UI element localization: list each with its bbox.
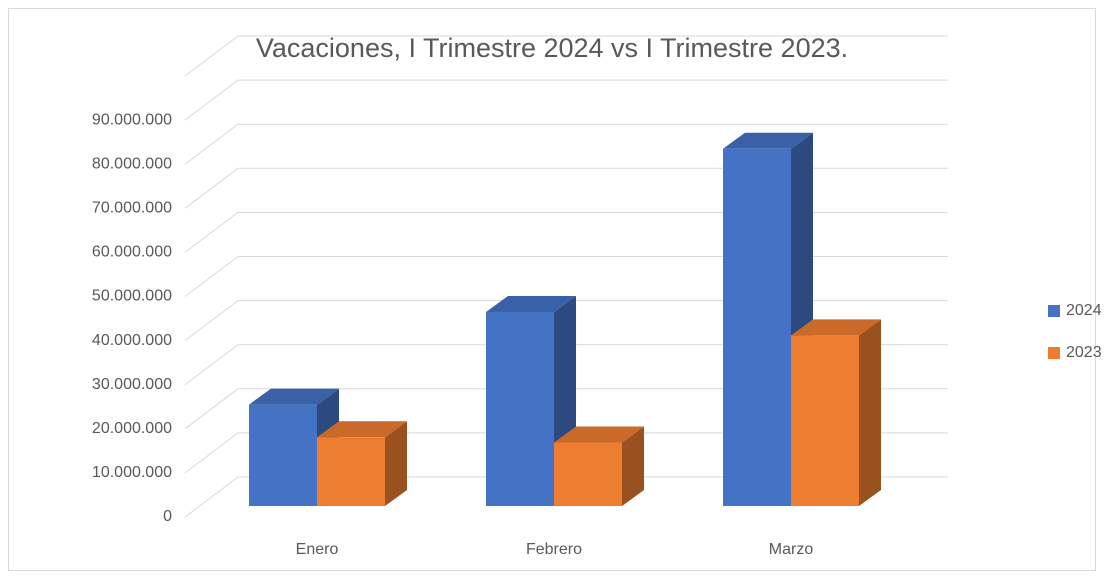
x-tick-label: Febrero (526, 541, 582, 558)
grid-line (184, 344, 948, 386)
legend-swatch (1048, 305, 1060, 317)
y-tick-label: 30.000.000 (92, 376, 172, 393)
bar-front (791, 335, 859, 506)
grid-line (184, 432, 948, 474)
bar-front (723, 148, 791, 507)
grid-line (184, 35, 948, 77)
grid-line (184, 256, 948, 297)
grid-line (184, 123, 948, 165)
y-tick-label: 20.000.000 (92, 420, 172, 437)
bar (554, 426, 644, 506)
bar-side (859, 319, 881, 506)
chart-title: Vacaciones, I Trimestre 2024 vs I Trimes… (256, 33, 848, 63)
bar-top (554, 426, 644, 443)
bar-side (385, 421, 407, 506)
bar-top (723, 132, 813, 149)
bar-front (249, 404, 317, 506)
bar-front (317, 437, 385, 506)
y-tick-label: 10.000.000 (92, 464, 172, 481)
y-tick-label: 60.000.000 (92, 244, 172, 261)
grid-line (184, 476, 948, 518)
bar (791, 319, 881, 506)
grid-line (184, 388, 948, 430)
y-tick-label: 0 (163, 508, 172, 525)
bar (317, 421, 407, 506)
grid-line (184, 167, 948, 209)
grid-line (184, 300, 948, 341)
legend-swatch (1048, 347, 1060, 359)
legend-label: 2023 (1066, 344, 1102, 361)
grid-line (184, 79, 948, 121)
bar-front (554, 442, 622, 506)
bar-front (486, 311, 554, 506)
bar-top (486, 295, 576, 312)
x-tick-label: Marzo (769, 541, 814, 558)
grid-line (184, 211, 948, 253)
y-tick-label: 70.000.000 (92, 200, 172, 217)
legend-label: 2024 (1066, 302, 1102, 319)
bar-top (249, 388, 339, 405)
y-tick-label: 40.000.000 (92, 332, 172, 349)
bar-side (622, 426, 644, 506)
bar-top (791, 319, 881, 336)
y-tick-label: 90.000.000 (92, 111, 172, 128)
bar-top (317, 421, 407, 438)
y-tick-label: 80.000.000 (92, 155, 172, 172)
y-tick-label: 50.000.000 (92, 288, 172, 305)
x-tick-label: Enero (296, 541, 339, 558)
